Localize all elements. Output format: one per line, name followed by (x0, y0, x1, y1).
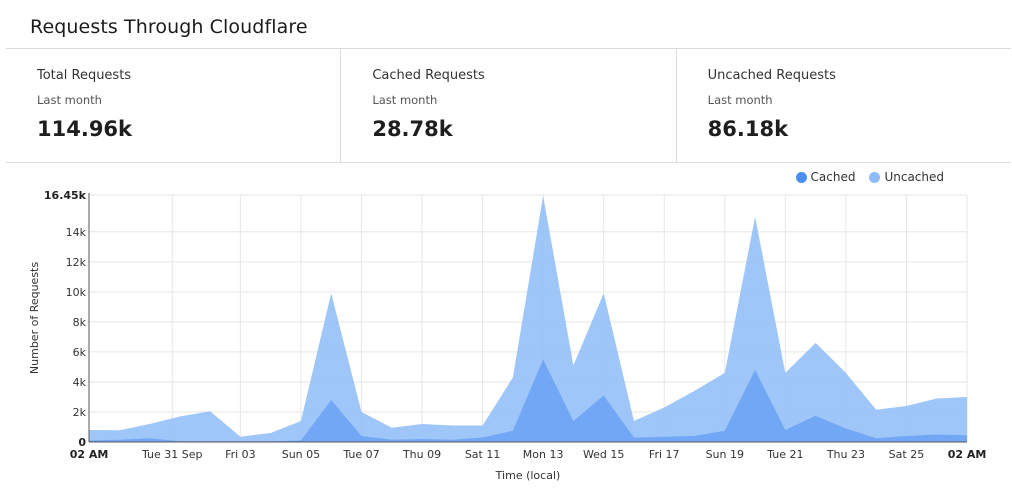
x-tick-label: Mon 13 (523, 448, 564, 461)
stat-label: Total Requests (37, 68, 132, 83)
stats-row: Total Requests Last month 114.96k Cached… (6, 49, 1011, 163)
y-tick-label: 12k (66, 256, 87, 269)
x-tick-label: Sun 19 (706, 448, 744, 461)
y-tick-label: 6k (73, 346, 87, 359)
legend-label: Uncached (884, 170, 944, 184)
stat-value: 86.18k (707, 117, 789, 141)
panel-title: Requests Through Cloudflare (30, 16, 308, 38)
y-tick-label: 4k (73, 376, 87, 389)
x-tick-label: Fri 17 (649, 448, 680, 461)
x-tick-label: Sat 11 (465, 448, 501, 461)
x-tick-label: Thu 09 (402, 448, 441, 461)
stat-label: Uncached Requests (707, 68, 836, 83)
x-tick-label: Sun 05 (282, 448, 320, 461)
stat-value: 28.78k (372, 117, 453, 141)
chart-axes: 0 2k 4k 6k 8k 10k 12k 14k 16.45k 02 AM Tue 31 Sep F… (44, 189, 986, 461)
stat-period: Last month (37, 93, 102, 107)
x-tick-label: Tue 07 (342, 448, 379, 461)
area-cached (89, 359, 967, 442)
stat-period: Last month (707, 93, 773, 107)
stat-uncached-requests: Uncached Requests Last month 86.18k (675, 49, 1011, 162)
legend-uncached-swatch (869, 171, 881, 183)
x-tick-label: Sat 25 (889, 448, 925, 461)
stat-cached-requests: Cached Requests Last month 28.78k (340, 49, 675, 162)
y-tick-label: 2k (73, 406, 87, 419)
x-tick-label: Wed 15 (583, 448, 624, 461)
y-tick-label: 8k (73, 316, 87, 329)
panel-header: Requests Through Cloudflare (6, 0, 1011, 49)
legend-label: Cached (810, 170, 856, 184)
y-tick-label: 10k (66, 286, 87, 299)
x-axis-label: Time (local) (495, 469, 561, 482)
stat-period: Last month (372, 93, 438, 107)
y-tick-label: 0 (78, 436, 86, 449)
area-uncached (89, 195, 967, 442)
x-tick-label: 02 AM (70, 448, 109, 461)
x-tick-label: Tue 21 (766, 448, 803, 461)
y-axis-label: Number of Requests (28, 262, 41, 374)
x-tick-label: Fri 03 (225, 448, 256, 461)
legend-item-cached[interactable]: Cached (795, 170, 856, 184)
legend-cached-swatch (795, 171, 807, 183)
y-tick-label: 14k (66, 226, 87, 239)
chart-legend: Cached Uncached (795, 170, 944, 184)
x-tick-label: 02 AM (948, 448, 987, 461)
stat-label: Cached Requests (372, 68, 485, 83)
x-tick-label: Thu 23 (826, 448, 865, 461)
y-tick-label: 16.45k (44, 189, 87, 202)
chart-areas (89, 195, 967, 442)
stat-total-requests: Total Requests Last month 114.96k (6, 49, 340, 162)
stat-value: 114.96k (37, 117, 133, 141)
legend-item-uncached[interactable]: Uncached (869, 170, 944, 184)
x-tick-label: Tue 31 Sep (141, 448, 203, 461)
